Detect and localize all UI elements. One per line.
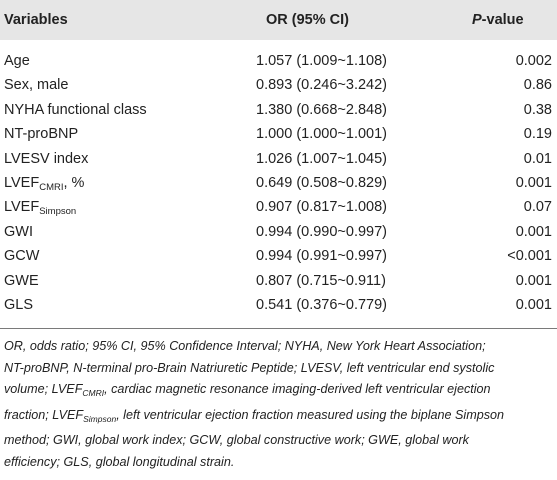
p-value-cell: 0.07 [523,199,552,216]
table-row: Age 1.057 (1.009~1.108) 0.002 [0,50,557,74]
p-italic: P [472,12,482,28]
p-value-cell: 0.001 [515,272,552,289]
table-row: LVEFSimpson 0.907 (0.817~1.008) 0.07 [0,196,557,220]
footnote-line: volume; LVEFCMRI, cardiac magnetic reson… [4,379,553,405]
footnote-subscript: CMRI [82,388,105,398]
p-value-cell: <0.001 [507,248,552,265]
table-row: GCW 0.994 (0.991~0.997) <0.001 [0,245,557,269]
variable-cell: GWI [4,223,33,240]
footnote-line: fraction; LVEFSimpson, left ventricular … [4,405,553,431]
table-row: LVESV index 1.026 (1.007~1.045) 0.01 [0,148,557,172]
or-cell: 0.994 (0.991~0.997) [256,248,388,265]
variable-cell: GWE [4,272,39,289]
table-body: Age 1.057 (1.009~1.108) 0.002 Sex, male 0.89… [0,50,557,318]
footnote-text: volume; LVEF [4,382,83,396]
p-value-cell: 0.002 [515,53,552,69]
p-value-cell: 0.001 [515,296,552,313]
footnote-line: NT-proBNP, N-terminal pro-Brain Natriure… [4,360,495,375]
p-value-cell: 0.001 [515,174,552,191]
variable-cell: GLS [4,296,34,313]
table-row: LVEFCMRI, % 0.649 (0.508~0.829) 0.001 [0,172,557,196]
or-cell: 0.649 (0.508~0.829) [256,174,388,191]
variable-cell: Age [4,53,30,69]
p-value-cell: 0.19 [523,126,552,143]
variable-cell: LVEFCMRI, % [4,174,85,193]
variable-cell: LVESV index [4,150,89,167]
p-value-cell: 0.01 [523,150,552,167]
variable-cell: NYHA functional class [4,101,147,118]
p-value-cell: 0.86 [523,77,552,94]
table-header: Variables OR (95% CI) P-value [0,0,557,40]
column-header-p-value: P-value [472,12,524,28]
footnote-line: method; GWI, global work index; GCW, glo… [4,433,469,447]
column-header-or: OR (95% CI) [266,12,349,28]
variable-cell: Sex, male [4,77,69,94]
or-cell: 0.541 (0.376~0.779) [256,296,388,313]
footnote-text: , left ventricular ejection fraction mea… [116,407,505,422]
table-row: GWI 0.994 (0.990~0.997) 0.001 [0,221,557,245]
variable-cell: NT-proBNP [4,126,79,143]
or-cell: 1.057 (1.009~1.108) [256,53,388,69]
or-cell: 0.807 (0.715~0.911) [256,272,386,289]
p-value-cell: 0.001 [515,223,552,240]
footnote-line: efficiency; GLS, global longitudinal str… [4,454,235,469]
footnote-text: fraction; LVEF [4,407,84,422]
table-footnote: OR, odds ratio; 95% CI, 95% Confidence I… [4,336,553,473]
or-cell: 1.000 (1.000~1.001) [256,126,388,143]
column-header-variables: Variables [4,12,68,28]
or-cell: 0.893 (0.246~3.242) [256,77,388,94]
footnote-text: , cardiac magnetic resonance imaging-der… [104,382,491,396]
table-row: GWE 0.807 (0.715~0.911) 0.001 [0,270,557,294]
footnote-line: OR, odds ratio; 95% CI, 95% Confidence I… [4,339,486,353]
footnote-subscript: Simpson [83,413,117,424]
p-rest: -value [481,12,524,28]
or-cell: 1.380 (0.668~2.848) [256,101,388,118]
variable-cell: GCW [4,248,40,265]
table-row: NT-proBNP 1.000 (1.000~1.001) 0.19 [0,123,557,147]
table-row: Sex, male 0.893 (0.246~3.242) 0.86 [0,74,557,98]
p-value-cell: 0.38 [523,101,552,118]
or-cell: 0.994 (0.990~0.997) [256,223,388,240]
table-row: GLS 0.541 (0.376~0.779) 0.001 [0,294,557,318]
or-cell: 0.907 (0.817~1.008) [256,199,388,216]
table-row: NYHA functional class 1.380 (0.668~2.848)… [0,99,557,123]
table-bottom-rule [0,328,557,329]
or-cell: 1.026 (1.007~1.045) [256,150,388,167]
variable-cell: LVEFSimpson [4,199,77,218]
